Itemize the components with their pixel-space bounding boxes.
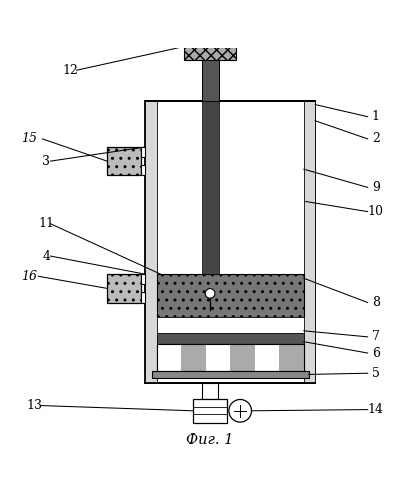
Bar [157,316,304,333]
Bar [279,344,304,371]
Bar [157,344,181,371]
Bar [304,100,315,384]
Circle shape [229,400,251,422]
Bar [202,60,219,100]
Bar [181,344,206,371]
Bar [141,147,145,157]
Bar [107,147,141,176]
Bar [193,398,227,423]
Bar [255,344,279,371]
Text: Фиг. 1: Фиг. 1 [186,433,234,447]
Bar [152,371,309,378]
Text: 8: 8 [372,296,380,309]
Text: 3: 3 [42,154,50,168]
Circle shape [205,288,215,298]
Text: 5: 5 [372,366,380,380]
Bar [141,292,145,302]
Text: 11: 11 [38,217,55,230]
Bar [141,165,145,175]
Text: 13: 13 [26,399,42,412]
Text: 16: 16 [21,270,37,283]
Text: 14: 14 [368,403,384,416]
Text: 15: 15 [21,132,37,145]
Bar [157,333,304,344]
Text: 4: 4 [42,250,50,262]
Bar [157,274,304,316]
Text: 10: 10 [368,205,384,218]
Text: 12: 12 [63,64,79,76]
Bar [202,100,219,274]
Text: 2: 2 [372,132,380,145]
Bar [145,100,315,384]
Text: 7: 7 [372,330,380,344]
Bar [230,344,255,371]
Bar [145,100,157,384]
Bar [141,274,145,284]
Bar [157,344,304,371]
Bar [206,344,230,371]
Bar [184,40,236,60]
Bar [157,344,304,371]
Bar [202,384,218,398]
Text: 6: 6 [372,346,380,360]
Text: 1: 1 [372,110,380,123]
Text: 9: 9 [372,181,380,194]
Bar [107,274,141,302]
